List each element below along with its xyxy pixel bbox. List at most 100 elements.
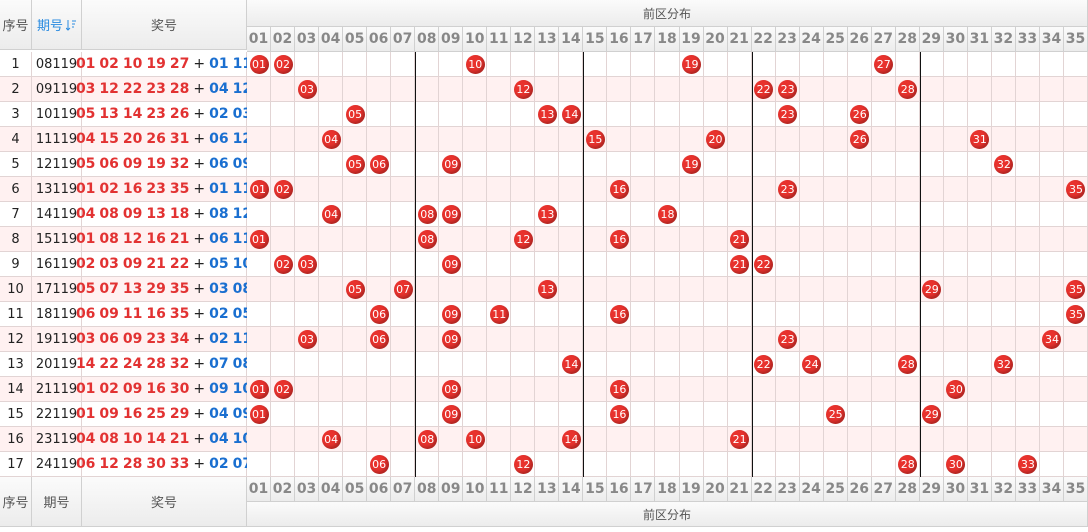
cell <box>847 427 872 452</box>
cell <box>751 277 776 302</box>
cell <box>967 102 992 127</box>
cell <box>799 202 824 227</box>
issue: 12119 <box>32 152 82 177</box>
front-number: 01 <box>75 406 96 422</box>
column-number: 03 <box>295 27 320 52</box>
ball: 16 <box>609 230 629 249</box>
cell <box>679 77 704 102</box>
cell <box>511 102 536 127</box>
cell <box>823 302 848 327</box>
column-number: 06 <box>367 27 392 52</box>
cell <box>1063 127 1088 152</box>
column-number: 11 <box>487 477 512 502</box>
cell <box>871 77 896 102</box>
column-number: 27 <box>871 27 896 52</box>
cell <box>943 427 968 452</box>
cell <box>559 377 584 402</box>
issue-header[interactable]: 期号 <box>32 0 82 50</box>
cell <box>823 52 848 77</box>
front-number: 30 <box>146 456 166 472</box>
cell <box>727 302 752 327</box>
column-number: 24 <box>799 27 824 52</box>
cell <box>1063 227 1088 252</box>
sort-icon[interactable] <box>66 19 76 31</box>
cell <box>343 352 368 377</box>
front-number: 24 <box>122 356 143 372</box>
cell <box>1015 177 1040 202</box>
cell <box>1015 252 1040 277</box>
cell <box>655 52 680 77</box>
cell <box>1039 252 1064 277</box>
ball: 01 <box>249 230 269 249</box>
ball: 21 <box>730 255 750 274</box>
issue: 10119 <box>32 102 82 127</box>
cell <box>559 452 584 477</box>
column-number: 31 <box>967 477 992 502</box>
cell <box>1015 302 1040 327</box>
section-divider <box>415 52 417 477</box>
cell <box>391 427 416 452</box>
draw-numbers: 06 12 28 30 33 +02 07 <box>76 452 252 477</box>
front-number: 19 <box>146 156 166 172</box>
cell <box>823 277 848 302</box>
cell <box>295 427 320 452</box>
cell <box>271 427 296 452</box>
cell <box>559 302 584 327</box>
row-index: 9 <box>0 252 32 277</box>
cell <box>943 302 968 327</box>
cell <box>1039 452 1064 477</box>
cell <box>367 277 392 302</box>
plus: + <box>193 456 206 472</box>
cell <box>1039 77 1064 102</box>
cell <box>559 252 584 277</box>
cell <box>703 427 728 452</box>
cell <box>895 127 920 152</box>
front-number: 30 <box>169 381 190 397</box>
front-number: 28 <box>146 356 166 372</box>
front-number: 06 <box>75 456 96 472</box>
cell <box>1039 402 1064 427</box>
row-index: 3 <box>0 102 32 127</box>
cell <box>463 277 488 302</box>
issue: 18119 <box>32 302 82 327</box>
back-number: 03 <box>209 281 229 297</box>
cell <box>967 302 992 327</box>
front-number: 25 <box>146 406 166 422</box>
cell <box>439 452 464 477</box>
ball: 12 <box>513 455 533 474</box>
cell <box>631 152 656 177</box>
cell <box>991 402 1016 427</box>
cell <box>511 152 536 177</box>
cell <box>439 227 464 252</box>
cell <box>463 252 488 277</box>
front-number: 22 <box>169 256 190 272</box>
cell <box>535 427 560 452</box>
index-header: 序号 <box>0 477 32 527</box>
cell <box>1039 127 1064 152</box>
ball: 22 <box>754 255 774 274</box>
cell <box>1063 52 1088 77</box>
draw-numbers: 05 13 14 23 26 +02 03 <box>76 102 252 127</box>
cell <box>247 302 272 327</box>
cell <box>319 102 344 127</box>
cell <box>1063 152 1088 177</box>
cell <box>247 452 272 477</box>
ball: 16 <box>609 305 629 324</box>
front-number: 09 <box>99 406 119 422</box>
cell <box>607 327 632 352</box>
column-number: 14 <box>559 477 584 502</box>
cell <box>943 177 968 202</box>
row-index: 1 <box>0 52 32 77</box>
cell <box>607 352 632 377</box>
back-number: 09 <box>209 381 229 397</box>
column-number: 24 <box>799 477 824 502</box>
cell <box>631 327 656 352</box>
cell <box>247 277 272 302</box>
front-number: 03 <box>75 81 96 97</box>
cell <box>847 352 872 377</box>
cell <box>463 152 488 177</box>
cell <box>535 452 560 477</box>
back-number: 06 <box>209 131 229 147</box>
cell <box>1039 52 1064 77</box>
cell <box>727 377 752 402</box>
